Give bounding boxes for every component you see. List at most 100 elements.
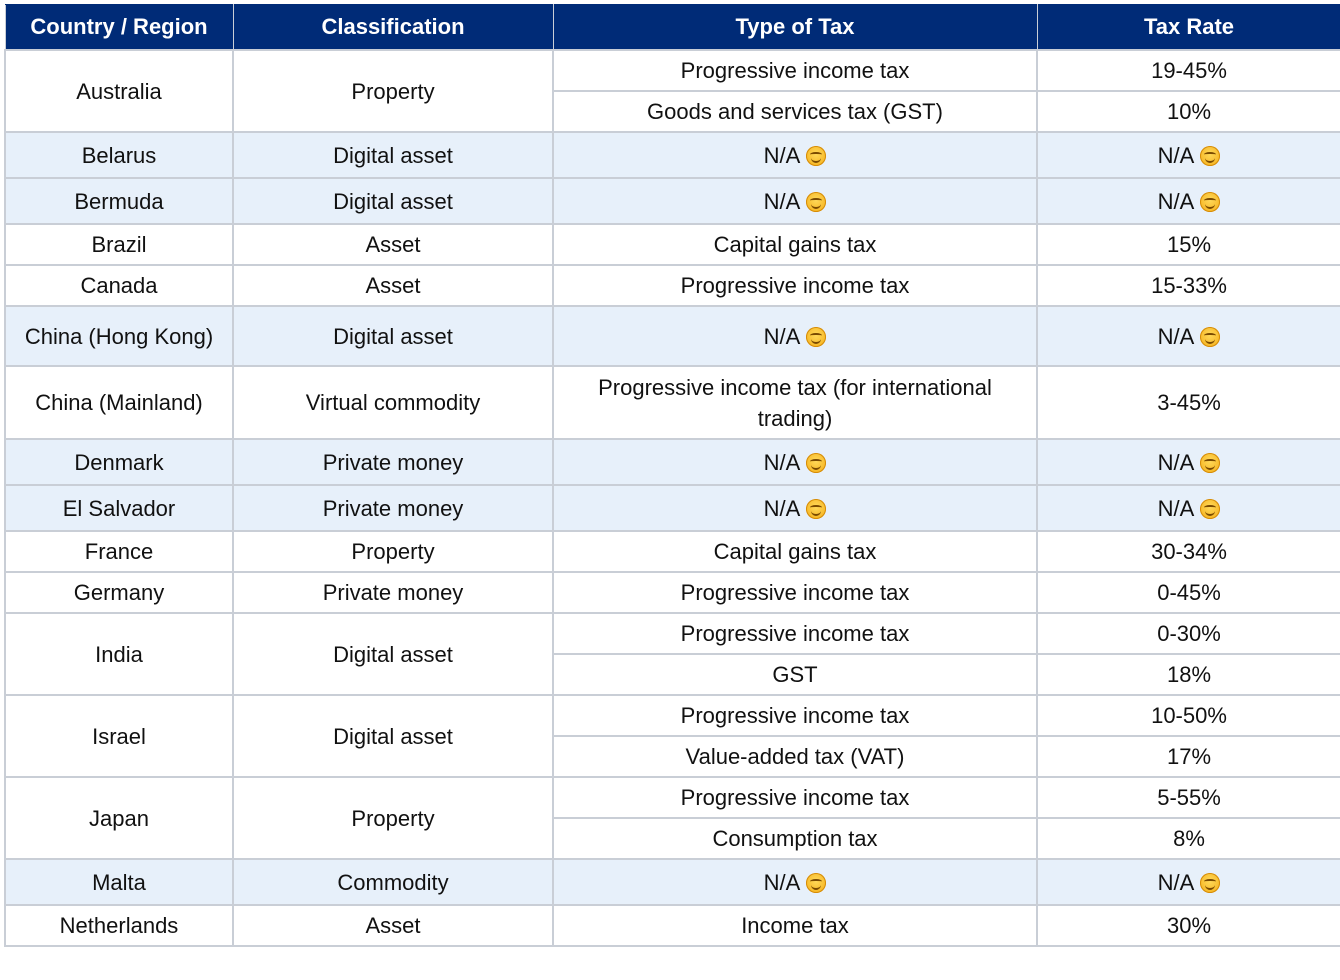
tax-type-text: Progressive income tax [680,785,910,810]
cell-country: El Salvador [4,484,234,532]
cell-country: Bermuda [4,177,234,225]
table-row: GST 18% [5,653,1340,696]
table-row: Australia Property Progressive income tax 1… [4,49,1340,133]
table-row: India Digital asset Progressive income tax… [4,612,1340,696]
cell-tax-type: Progressive income tax [552,694,1038,737]
cell-country: Netherlands [4,904,234,947]
smiling-face-icon [1200,452,1221,473]
tax-type-text: N/A [763,323,801,349]
smiling-face-icon [806,326,827,347]
cell-tax-type: N/A [552,858,1038,906]
cell-tax-rate: 10% [1036,90,1340,133]
cell-tax-type: N/A [552,177,1038,225]
tax-type-text: N/A [763,495,801,521]
table-row: Israel Digital asset Progressive income ta… [4,694,1340,778]
cell-tax-rate: N/A [1036,484,1340,532]
cell-classification: Asset [232,223,554,266]
cell-country: China (Hong Kong) [4,305,234,367]
cell-classification: Commodity [232,858,554,906]
cell-classification: Property [232,530,554,573]
table-row: Goods and services tax (GST) 10% [5,90,1340,133]
cell-tax-type: N/A [552,305,1038,367]
tax-rate-text: 0-30% [1157,621,1221,646]
tax-rate-text: 5-55% [1157,785,1221,810]
tax-type-text: Income tax [741,913,849,938]
cell-tax-rate: 15% [1036,223,1340,266]
tax-rate-text: 8% [1173,826,1205,851]
table-row: Germany Private money Progressive income t… [4,571,1340,614]
tax-rate-text: N/A [1157,449,1195,475]
cell-tax-rate: N/A [1036,177,1340,225]
cell-classification: Property [232,776,554,860]
tax-rate-text: N/A [1157,495,1195,521]
cell-tax-rate: 0-30% [1036,612,1340,655]
table-row: Netherlands Asset Income tax 30% [4,904,1340,947]
cell-country: Israel [4,694,234,778]
cell-tax-rate: 30-34% [1036,530,1340,573]
table-header-row: Country / Region Classification Type of … [4,4,1340,51]
table-row: Japan Property Progressive income tax 5-55% [4,776,1340,860]
tax-type-text: Progressive income tax [680,58,910,83]
cell-classification: Property [232,49,554,133]
tax-rate-text: 10-50% [1151,703,1227,728]
cell-classification: Digital asset [232,612,554,696]
header-type-of-tax: Type of Tax [552,4,1038,51]
smiling-face-icon [1200,191,1221,212]
smiling-face-icon [1200,326,1221,347]
cell-tax-type: Goods and services tax (GST) [552,90,1038,133]
tax-rate-text: 0-45% [1157,580,1221,605]
tax-type-text: Goods and services tax (GST) [647,99,943,124]
cell-tax-type: N/A [552,131,1038,179]
tax-rate-text: 30-34% [1151,539,1227,564]
table-body: Australia Property Progressive income tax 1… [4,49,1340,947]
cell-tax-rate: 3-45% [1036,365,1340,440]
table-row: Value-added tax (VAT) 17% [5,735,1340,778]
table-row: China (Hong Kong) Digital asset N/A N/A [4,305,1340,367]
cell-classification: Private money [232,438,554,486]
cell-country: Denmark [4,438,234,486]
tax-rate-text: 18% [1166,662,1212,687]
cell-country: Belarus [4,131,234,179]
smiling-face-icon [1200,145,1221,166]
cell-classification: Private money [232,484,554,532]
cell-country: India [4,612,234,696]
tax-type-text: Capital gains tax [713,539,877,564]
smiling-face-icon [806,191,827,212]
cell-tax-rate: N/A [1036,858,1340,906]
tax-type-text: Progressive income tax [680,621,910,646]
cell-country: Japan [4,776,234,860]
cell-tax-type: Income tax [552,904,1038,947]
cell-country: Germany [4,571,234,614]
table-row: Malta Commodity N/A N/A [4,858,1340,906]
table-row: France Property Capital gains tax 30-34% [4,530,1340,573]
cell-classification: Digital asset [232,131,554,179]
cell-tax-type: Capital gains tax [552,223,1038,266]
cell-tax-rate: 17% [1036,735,1340,778]
cell-tax-type: Progressive income tax (for internationa… [552,365,1038,440]
cell-tax-type: N/A [552,438,1038,486]
cell-tax-type: Progressive income tax [552,264,1038,307]
cell-country: Canada [4,264,234,307]
cell-tax-type: N/A [552,484,1038,532]
table-row: Denmark Private money N/A N/A [4,438,1340,486]
cell-classification: Digital asset [232,694,554,778]
table-row: El Salvador Private money N/A N/A [4,484,1340,532]
tax-type-text: N/A [763,142,801,168]
cell-classification: Asset [232,264,554,307]
cell-classification: Digital asset [232,305,554,367]
cell-tax-rate: 8% [1036,817,1340,860]
smiling-face-icon [806,452,827,473]
cell-tax-rate: N/A [1036,438,1340,486]
cell-tax-rate: N/A [1036,131,1340,179]
tax-rate-text: 19-45% [1151,58,1227,83]
tax-rate-text: 10% [1166,99,1212,124]
tax-type-text: Progressive income tax [680,580,910,605]
cell-country: China (Mainland) [4,365,234,440]
cell-tax-type: GST [552,653,1038,696]
cell-tax-type: Progressive income tax [552,776,1038,819]
smiling-face-icon [806,872,827,893]
table-row: Belarus Digital asset N/A N/A [4,131,1340,179]
tax-rate-text: 3-45% [1157,390,1221,415]
cell-country: France [4,530,234,573]
tax-rate-text: 17% [1166,744,1212,769]
